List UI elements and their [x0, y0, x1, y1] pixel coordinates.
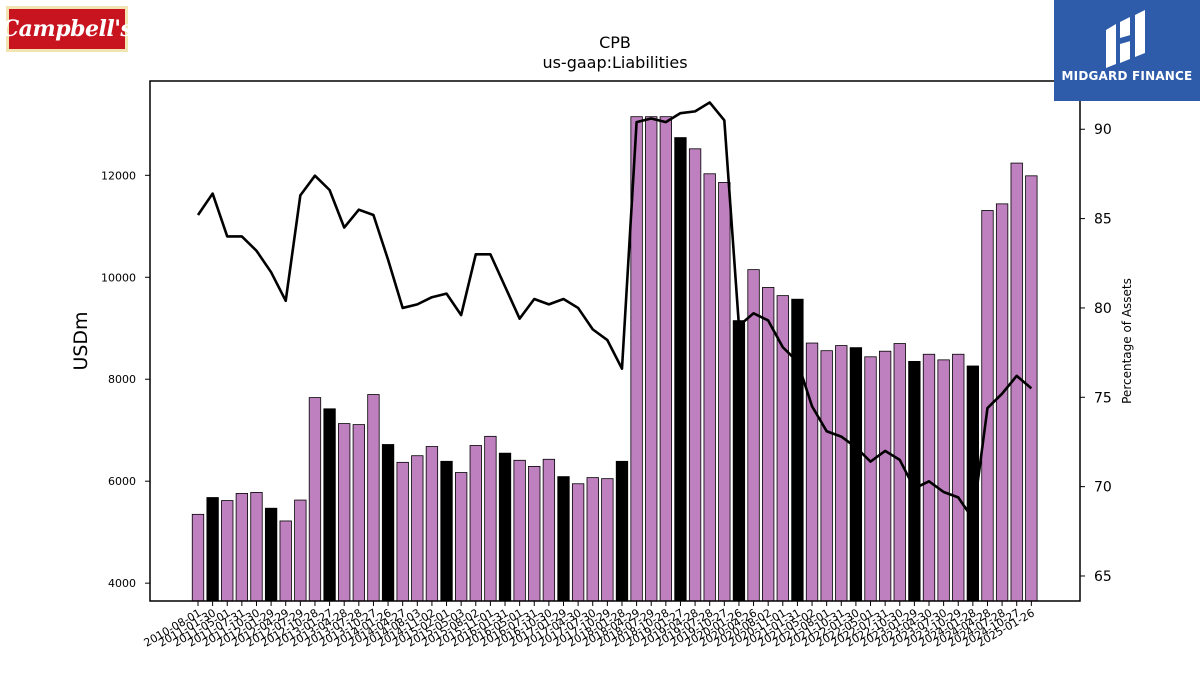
bar: [747, 269, 760, 602]
y-axis-label: USDm: [70, 311, 92, 370]
bar: [893, 343, 906, 602]
y2-tick-label: 90: [1094, 122, 1112, 138]
chart-subtitle: us-gaap:Liabilities: [542, 53, 687, 72]
bar-annual: [498, 452, 512, 602]
pct-line-series: [196, 101, 1033, 521]
bar-annual: [674, 137, 687, 602]
campbells-logo: Campbell's: [2, 6, 133, 52]
y-axis-left: 4000 6000 8000 10000 12000: [101, 169, 150, 590]
bar-annual: [440, 460, 453, 602]
midgard-logo-wordmark: MIDGARD FINANCE: [1061, 69, 1193, 83]
bar: [864, 356, 877, 602]
bar: [688, 148, 702, 602]
bar: [878, 350, 892, 602]
y-axis-right: 65 70 75 80 85 90: [1080, 122, 1112, 585]
y-tick-label: 4000: [108, 577, 136, 590]
bar: [352, 424, 365, 602]
bar: [1025, 175, 1038, 602]
bar: [586, 477, 599, 602]
bar: [703, 173, 716, 602]
y2-tick-label: 80: [1094, 301, 1112, 317]
bar: [762, 287, 775, 602]
bar: [411, 455, 424, 602]
y2-tick-label: 65: [1094, 569, 1112, 585]
bar-annual: [732, 320, 746, 602]
campbells-logo-wordmark: Campbell's: [1, 16, 133, 42]
bar: [805, 342, 819, 602]
bar: [250, 492, 263, 602]
bar: [528, 466, 541, 602]
bar: [542, 458, 556, 602]
bar: [820, 350, 833, 602]
bar: [645, 116, 658, 602]
bar: [367, 394, 380, 602]
pct-of-assets-line: [196, 101, 1033, 521]
midgard-logo-icon: [1106, 10, 1145, 68]
bar: [191, 513, 205, 602]
bar: [922, 353, 936, 602]
bar: [835, 345, 848, 602]
y-tick-label: 6000: [108, 475, 136, 488]
y-tick-label: 10000: [101, 271, 136, 284]
bar-annual: [264, 507, 278, 602]
bar: [338, 423, 351, 602]
bar: [952, 353, 965, 602]
bar: [425, 446, 439, 602]
y2-axis-label: Percentage of Assets: [1120, 278, 1134, 404]
bar-series: [191, 116, 1038, 602]
y2-tick-label: 85: [1094, 212, 1112, 228]
bar: [455, 472, 468, 602]
bar-annual: [791, 298, 804, 602]
y-tick-label: 12000: [101, 169, 136, 182]
bar-annual: [615, 460, 629, 602]
bar-annual: [323, 408, 336, 602]
bar-annual: [849, 347, 863, 602]
bar-annual: [557, 476, 570, 602]
bar: [469, 445, 482, 602]
bar: [601, 478, 614, 602]
y-tick-label: 8000: [108, 373, 136, 386]
chart-title: CPB: [599, 33, 631, 52]
bar: [995, 203, 1009, 602]
bar: [937, 359, 950, 602]
bar: [484, 435, 497, 602]
bar: [396, 461, 409, 602]
y2-tick-label: 70: [1094, 480, 1112, 496]
campbells-logo-badge: Campbell's: [2, 9, 133, 49]
bar: [294, 499, 307, 602]
bar: [279, 520, 292, 602]
bar-annual: [206, 497, 219, 602]
bar: [221, 500, 234, 602]
bar: [718, 182, 731, 602]
bar: [235, 493, 249, 602]
plot-frame: [149, 80, 1081, 602]
bar-annual: [381, 444, 395, 602]
bar: [513, 459, 526, 602]
x-axis: 2010-08-012011-01-302011-05-012011-07-31…: [142, 601, 1037, 650]
bar: [308, 397, 322, 602]
bar: [659, 116, 672, 602]
y2-tick-label: 75: [1094, 390, 1112, 406]
bar: [571, 483, 585, 602]
midgard-finance-logo: MIDGARD FINANCE: [1054, 0, 1200, 101]
